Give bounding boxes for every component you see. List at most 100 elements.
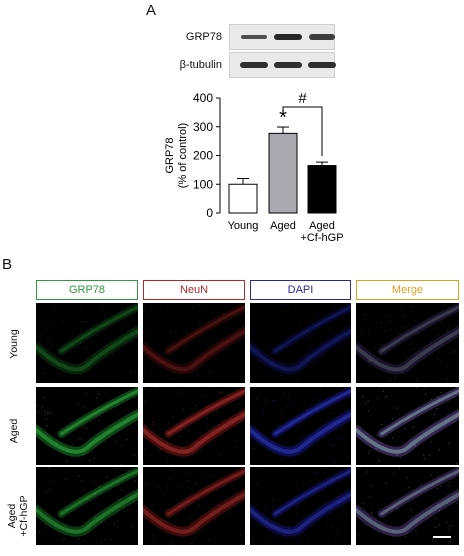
- speckle: [385, 482, 388, 484]
- speckle: [338, 470, 341, 472]
- speckle: [186, 441, 188, 443]
- speckle: [349, 395, 351, 397]
- speckle: [331, 444, 333, 447]
- cell-layer: [273, 389, 351, 436]
- speckle: [365, 436, 367, 438]
- micrograph-tile: [36, 387, 138, 465]
- speckle: [143, 421, 144, 423]
- y-tick-label: 300: [193, 120, 213, 134]
- cell-layer: [377, 303, 459, 355]
- speckle: [227, 513, 229, 515]
- speckle: [197, 374, 199, 377]
- speckle: [134, 480, 137, 482]
- speckle: [415, 379, 418, 381]
- speckle: [304, 381, 306, 383]
- cell-layer: [273, 469, 351, 516]
- speckle: [367, 452, 369, 454]
- speckle: [303, 532, 305, 534]
- speckle: [152, 534, 154, 536]
- speckle: [430, 474, 432, 477]
- column-header-grp78: GRP78: [36, 280, 138, 300]
- speckle: [440, 391, 442, 394]
- speckle: [295, 484, 298, 486]
- speckle: [129, 371, 132, 373]
- speckle: [337, 530, 339, 532]
- cell-layer: [273, 305, 351, 353]
- speckle: [216, 411, 218, 413]
- speckle: [49, 489, 51, 491]
- speckle: [150, 304, 152, 306]
- speckle: [410, 324, 412, 326]
- speckle: [65, 478, 67, 480]
- cell-layer: [143, 329, 245, 372]
- speckle: [107, 508, 109, 510]
- cell-layer: [250, 409, 351, 457]
- x-tick-label: +Cf-hGP: [300, 232, 343, 244]
- speckle: [51, 364, 53, 366]
- cell-layer: [36, 326, 138, 375]
- speckle: [214, 440, 216, 442]
- speckle: [322, 537, 324, 539]
- speckle: [202, 339, 204, 342]
- bar-2: [307, 165, 337, 214]
- speckle: [284, 441, 286, 443]
- panel-a-letter: A: [146, 2, 157, 19]
- speckle: [317, 315, 320, 318]
- speckle: [62, 363, 65, 365]
- speckle: [348, 494, 350, 497]
- speckle: [263, 524, 265, 527]
- speckle: [362, 396, 364, 398]
- speckle: [293, 308, 296, 310]
- speckle: [144, 447, 146, 449]
- speckle: [79, 538, 81, 540]
- speckle: [272, 499, 274, 501]
- micrograph-tile: [36, 303, 138, 383]
- speckle: [44, 413, 46, 416]
- speckle: [170, 341, 173, 343]
- speckle: [284, 467, 286, 470]
- speckle: [47, 411, 50, 414]
- speckle: [315, 333, 317, 335]
- speckle: [71, 330, 73, 332]
- speckle: [273, 537, 275, 539]
- blot-band: [274, 62, 302, 68]
- cell-layer: [167, 305, 245, 353]
- speckle: [298, 322, 300, 324]
- speckle: [423, 458, 426, 460]
- speckle: [85, 347, 87, 349]
- speckle: [49, 320, 51, 322]
- x-tick-label: Young: [228, 220, 259, 232]
- bar-0: [228, 183, 258, 214]
- speckle: [190, 522, 193, 525]
- scale-bar: [433, 536, 451, 538]
- cell-layer: [356, 329, 459, 372]
- cell-layer: [36, 409, 138, 457]
- speckle: [122, 379, 125, 382]
- speckle: [228, 313, 230, 316]
- blot-label-grp78: GRP78: [185, 31, 222, 43]
- speckle: [340, 356, 343, 358]
- speckle: [446, 502, 449, 504]
- speckle: [132, 317, 135, 319]
- speckle: [432, 376, 435, 378]
- speckle: [438, 510, 441, 512]
- speckle: [326, 402, 328, 404]
- speckle: [93, 480, 95, 482]
- speckle: [143, 362, 145, 365]
- micrograph-tile: [250, 387, 351, 465]
- speckle: [439, 485, 442, 487]
- speckle: [91, 328, 93, 331]
- micrograph-tile: [250, 467, 351, 545]
- speckle: [438, 335, 440, 337]
- speckle: [166, 442, 169, 445]
- speckle: [252, 539, 254, 541]
- speckle: [376, 434, 378, 437]
- cell-layer: [167, 469, 245, 516]
- speckle: [341, 427, 343, 430]
- speckle: [438, 448, 440, 451]
- cell-layer: [60, 305, 138, 353]
- speckle: [151, 424, 154, 427]
- speckle: [159, 448, 161, 450]
- speckle: [448, 525, 451, 527]
